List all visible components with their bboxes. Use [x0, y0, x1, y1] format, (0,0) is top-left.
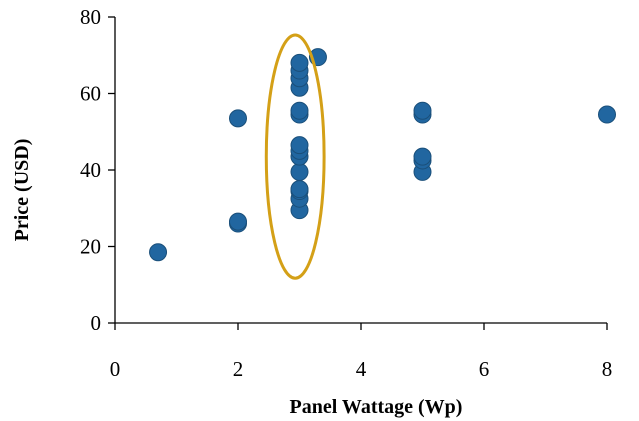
data-point: [413, 147, 432, 166]
highlight-group: [264, 33, 326, 280]
x-axis-title: Panel Wattage (Wp): [290, 396, 463, 418]
data-point: [413, 101, 432, 120]
y-tick-label: 40: [80, 158, 101, 182]
data-point: [290, 180, 309, 199]
data-point: [290, 136, 309, 155]
data-point: [229, 212, 247, 231]
y-tick-label: 60: [80, 82, 101, 106]
x-tick-label: 8: [602, 357, 613, 381]
data-point: [149, 243, 168, 262]
y-axis-title: Price (USD): [11, 139, 33, 242]
data-point: [229, 109, 247, 128]
x-tick-label: 4: [356, 357, 367, 381]
x-tick-label: 6: [479, 357, 490, 381]
y-tick-label: 20: [80, 235, 101, 259]
x-tick-label: 2: [233, 357, 244, 381]
data-point: [290, 101, 309, 120]
y-tick-label: 80: [80, 5, 101, 29]
data-point: [598, 105, 616, 124]
y-tick-label: 0: [91, 311, 102, 335]
axes: [114, 17, 607, 324]
data-point: [290, 162, 309, 181]
highlight-ellipse: [264, 33, 326, 280]
data-point: [290, 53, 309, 72]
x-tick-label: 0: [110, 357, 121, 381]
data-points: [149, 48, 616, 262]
